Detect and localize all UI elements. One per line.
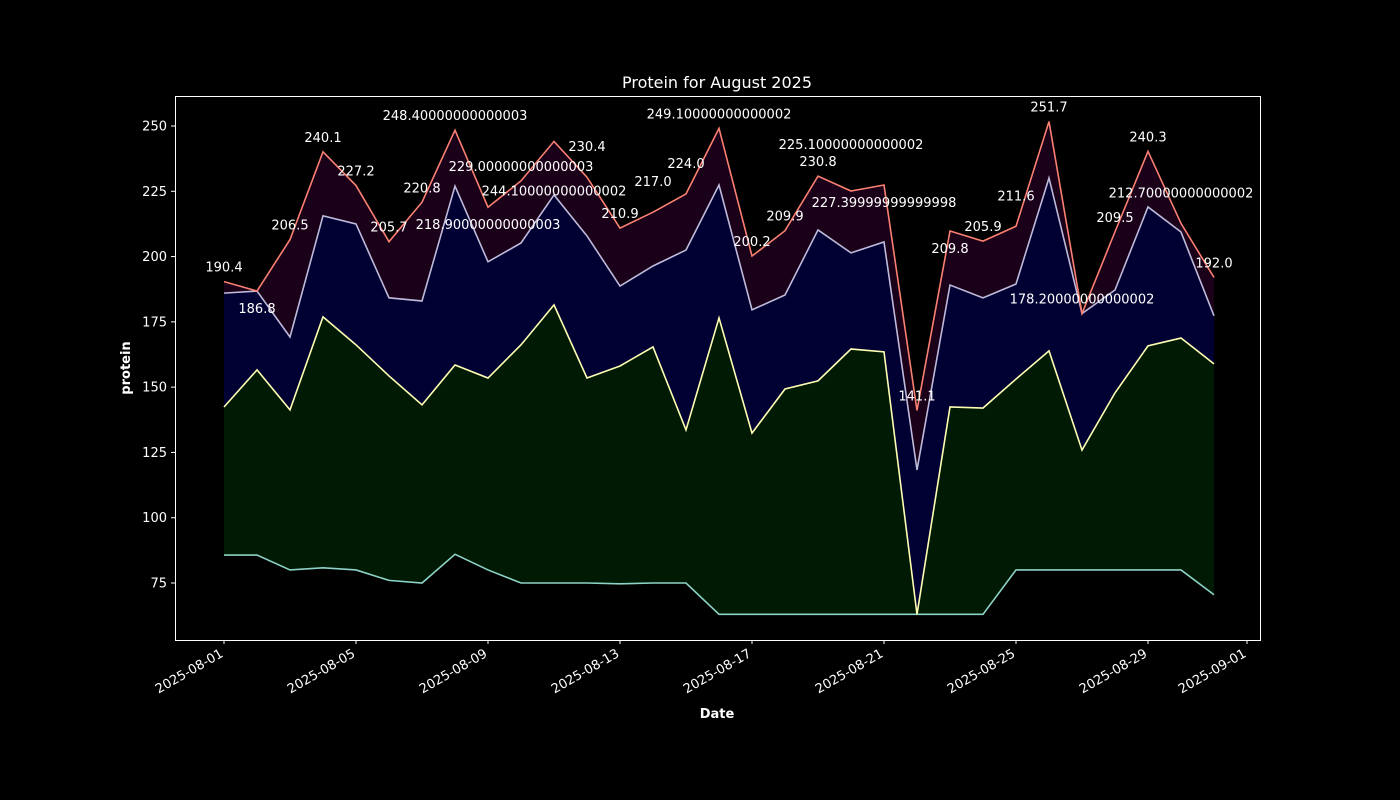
areas [224,121,1214,615]
data-label: 240.1 [304,131,341,146]
x-tick-label: 2025-08-05 [285,646,358,697]
series-1-line [223,303,1215,615]
data-label: 205.7 [370,221,407,236]
data-label: 141.1 [898,389,935,404]
y-tick-label: 200 [142,250,167,265]
data-label: 210.9 [601,207,638,222]
x-tick-label: 2025-08-17 [681,646,754,697]
data-label: 230.8 [799,155,836,170]
data-label: 230.4 [568,140,605,155]
data-label: 227.39999999999998 [812,196,957,211]
data-label: 218.90000000000003 [416,218,561,233]
data-label: 206.5 [271,219,308,234]
data-label: 205.9 [964,220,1001,235]
x-tick-label: 2025-09-01 [1176,646,1249,697]
y-axis-label: protein [119,341,134,394]
x-tick-label: 2025-08-25 [945,646,1018,697]
plot-frame [175,96,1261,641]
data-label: 227.2 [337,165,374,180]
data-label: 212.70000000000002 [1109,186,1254,201]
data-label: 209.8 [931,242,968,257]
y-tick-label: 125 [142,446,167,461]
data-label: 248.40000000000003 [383,109,528,124]
data-label: 249.10000000000002 [647,107,792,122]
data-label: 192.0 [1195,256,1232,271]
y-tick-label: 175 [142,315,167,330]
series-3-area [224,121,1214,470]
x-tick-label: 2025-08-13 [549,646,622,697]
series-0-line [224,553,1215,616]
x-axis-label: Date [700,707,735,722]
data-label: 186.8 [238,302,275,317]
series-1-area [224,304,1214,615]
x-tick-label: 2025-08-21 [813,646,886,697]
y-tick-label: 75 [150,577,167,592]
y-tick-label: 250 [142,120,167,135]
series-2-area [224,177,1214,615]
data-label: 225.10000000000002 [779,138,924,153]
data-label: 224.0 [667,157,704,172]
data-label: 178.20000000000002 [1010,293,1155,308]
x-tick-label: 2025-08-29 [1077,646,1150,697]
data-label: 244.10000000000002 [482,184,627,199]
x-tick-label: 2025-08-01 [153,646,226,697]
data-label: 209.9 [766,210,803,225]
series-3-line [223,121,1215,411]
y-tick-label: 150 [142,381,167,396]
x-axis: 2025-08-01 2025-08-05 2025-08-09 2025-08-13… [153,640,1249,697]
data-label: 217.0 [634,175,671,190]
data-labels: 190.4 186.8 206.5 240.1 227.2 205.7 220.8 248.4… [205,101,1253,405]
chart-title: Protein for August 2025 [622,73,812,92]
data-label: 211.6 [997,189,1034,204]
series-lines [223,121,1215,616]
data-label: 200.2 [733,235,770,250]
y-tick-label: 225 [142,185,167,200]
data-label: 190.4 [205,261,242,276]
series-2-line [223,174,1215,471]
y-axis: 75 100 125 150 175 200 225 250 [142,120,175,592]
data-label: 229.00000000000003 [449,160,594,175]
data-label: 220.8 [403,181,440,196]
data-label: 240.3 [1129,130,1166,145]
data-label: 251.7 [1030,101,1067,116]
data-label: 209.5 [1096,211,1133,226]
x-tick-label: 2025-08-09 [417,646,490,697]
y-tick-label: 100 [142,511,167,526]
